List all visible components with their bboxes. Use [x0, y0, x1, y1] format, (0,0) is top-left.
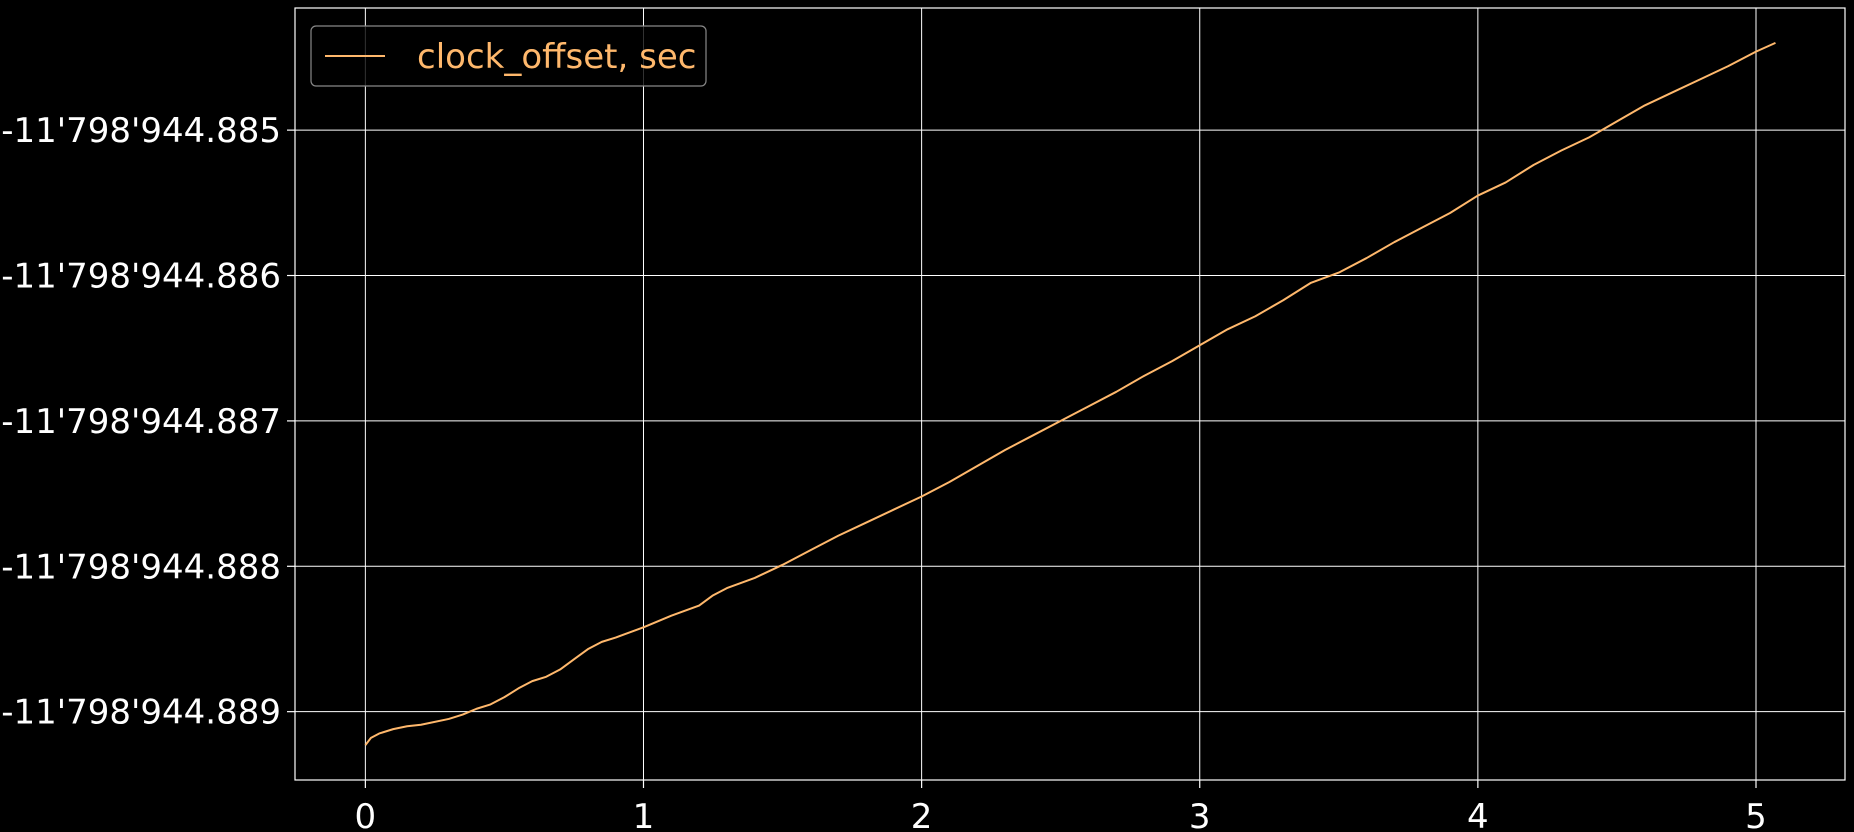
x-tick-label: 2 — [911, 797, 933, 832]
x-tick-label: 0 — [355, 797, 377, 832]
legend-label: clock_offset, sec — [417, 37, 696, 77]
y-tick-label: -11'798'944.888 — [1, 547, 281, 587]
y-tick-label: -11'798'944.889 — [1, 693, 281, 733]
plot-frame — [294, 7, 1846, 781]
x-tick-label: 5 — [1745, 797, 1767, 832]
x-tick-label: 4 — [1467, 797, 1489, 832]
x-tick-label: 1 — [633, 797, 655, 832]
grid-lines — [295, 8, 1845, 780]
legend: clock_offset, sec — [310, 25, 707, 87]
axis-ticks: 0 1 2 3 4 5 -11'798'944.885 -11'798'944.886 -11'… — [1, 111, 1767, 832]
legend-box — [310, 25, 707, 87]
series-line — [364, 41, 1776, 746]
x-tick-label: 3 — [1189, 797, 1211, 832]
series-layer — [364, 41, 1776, 746]
y-tick-label: -11'798'944.886 — [1, 257, 281, 297]
y-tick-label: -11'798'944.885 — [1, 111, 281, 151]
y-tick-label: -11'798'944.887 — [1, 402, 281, 442]
